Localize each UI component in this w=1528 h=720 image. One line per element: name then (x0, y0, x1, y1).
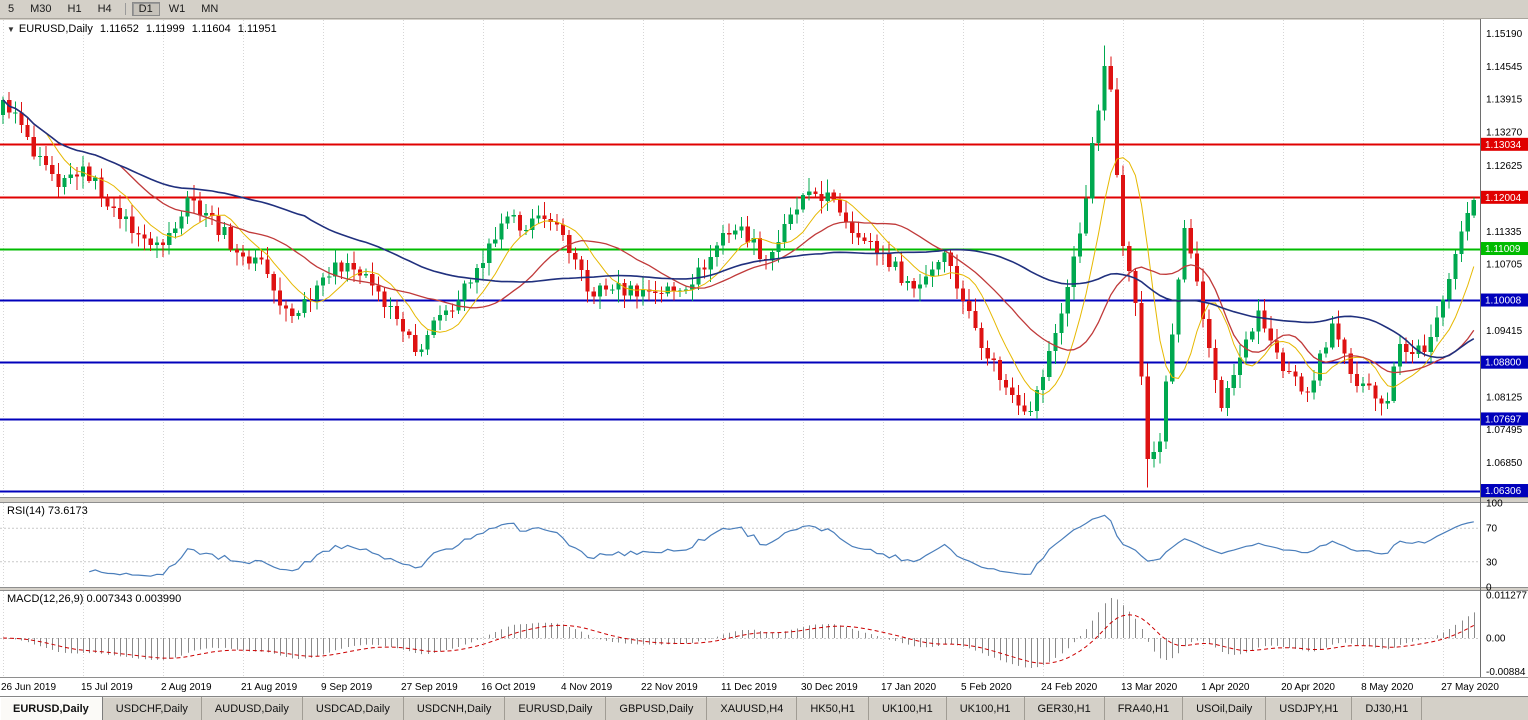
panel-backgrounds (0, 18, 1528, 697)
rsi-indicator-label: RSI(14) 73.6173 (7, 505, 88, 517)
svg-text:1.12625: 1.12625 (1486, 161, 1523, 172)
svg-text:1.10705: 1.10705 (1486, 260, 1523, 271)
date-label: 24 Feb 2020 (1041, 682, 1098, 693)
chart-tab-usdjpy-h1[interactable]: USDJPY,H1 (1266, 697, 1353, 720)
chart-tab-usoil-daily[interactable]: USOil,Daily (1183, 697, 1267, 720)
svg-text:0.011277: 0.011277 (1486, 591, 1527, 602)
date-label: 21 Aug 2019 (241, 682, 298, 693)
chart-tab-usdchf-daily[interactable]: USDCHF,Daily (103, 697, 202, 720)
rsi-layer (0, 514, 1480, 577)
date-label: 27 Sep 2019 (401, 682, 458, 693)
chart-tab-dj30-h1[interactable]: DJ30,H1 (1352, 697, 1423, 720)
ohlc-high-value: 1.11999 (145, 23, 185, 35)
date-label: 30 Dec 2019 (801, 682, 858, 693)
time-axis[interactable]: 26 Jun 2019 15 Jul 2019 2 Aug 2019 21 Aug 2… (1, 682, 1499, 693)
chart-tab-ger30-h1[interactable]: GER30,H1 (1025, 697, 1105, 720)
macd-layer (0, 598, 1480, 669)
chart-tabs-bar: EURUSD,Daily USDCHF,Daily AUDUSD,Daily USDC… (0, 696, 1528, 720)
date-label: 8 May 2020 (1361, 682, 1414, 693)
ohlc-close-value: 1.11951 (237, 23, 277, 35)
date-label: 26 Jun 2019 (1, 682, 56, 693)
horizontal-lines-layer[interactable] (0, 143, 1480, 493)
svg-text:1.13270: 1.13270 (1486, 128, 1523, 139)
date-label: 17 Jan 2020 (881, 682, 936, 693)
panel-separators (0, 18, 1528, 678)
svg-text:1.07495: 1.07495 (1486, 425, 1523, 436)
chart-canvas[interactable]: 1.15190 1.14545 1.13915 1.13270 1.12625 1.119… (0, 18, 1528, 697)
timeframe-button-mn[interactable]: MN (201, 3, 219, 15)
date-label: 9 Sep 2019 (321, 682, 373, 693)
svg-text:1.07697: 1.07697 (1485, 414, 1522, 425)
svg-text:1.06850: 1.06850 (1486, 458, 1523, 469)
chart-tab-eurusd-daily[interactable]: EURUSD,Daily (505, 697, 607, 720)
ohlc-low-value: 1.11604 (191, 23, 231, 35)
timeframe-button-d1[interactable]: D1 (131, 2, 160, 16)
svg-text:1.14545: 1.14545 (1486, 62, 1523, 73)
chart-tab-xauusd-h4[interactable]: XAUUSD,H4 (707, 697, 798, 720)
price-level-tag[interactable]: 1.07697 (1481, 412, 1528, 426)
date-label: 2 Aug 2019 (161, 682, 212, 693)
chart-tab-eurusd-daily[interactable]: EURUSD,Daily (0, 697, 103, 720)
price-level-tag[interactable]: 1.08800 (1481, 355, 1528, 369)
chart-symbol-label: EURUSD,Daily (18, 23, 93, 35)
chart-tab-uk100-h1[interactable]: UK100,H1 (869, 697, 947, 720)
timeframe-button-5[interactable]: 5 (8, 3, 15, 15)
svg-text:1.10008: 1.10008 (1485, 296, 1522, 307)
ohlc-open-value: 1.11652 (99, 23, 139, 35)
chart-tab-uk100-h1[interactable]: UK100,H1 (947, 697, 1025, 720)
price-level-tag[interactable]: 1.06306 (1481, 484, 1528, 498)
chart-tab-usdcnh-daily[interactable]: USDCNH,Daily (404, 697, 506, 720)
date-label: 11 Dec 2019 (721, 682, 777, 693)
toolbar-divider (124, 3, 126, 15)
svg-text:1.11335: 1.11335 (1486, 227, 1522, 238)
svg-text:70: 70 (1486, 524, 1498, 535)
candles-layer (0, 45, 1476, 488)
svg-text:1.13915: 1.13915 (1486, 94, 1523, 105)
svg-text:1.15190: 1.15190 (1486, 29, 1523, 40)
chart-tab-audusd-daily[interactable]: AUDUSD,Daily (202, 697, 303, 720)
timeframe-button-w1[interactable]: W1 (168, 3, 186, 15)
svg-text:1.09415: 1.09415 (1486, 326, 1523, 337)
timeframe-button-h1[interactable]: H1 (67, 3, 82, 15)
date-label: 20 Apr 2020 (1281, 682, 1335, 693)
macd-indicator-label: MACD(12,26,9) 0.007343 0.003990 (7, 593, 182, 605)
date-label: 5 Feb 2020 (961, 682, 1012, 693)
price-level-tag[interactable]: 1.12004 (1481, 190, 1528, 204)
date-label: 13 Mar 2020 (1121, 682, 1178, 693)
svg-text:1.12004: 1.12004 (1485, 193, 1522, 204)
svg-text:30: 30 (1486, 557, 1498, 568)
timeframe-button-h4[interactable]: H4 (97, 3, 112, 15)
chart-tab-hk50-h1[interactable]: HK50,H1 (797, 697, 869, 720)
moving-averages-layer (2, 99, 1475, 396)
svg-text:1.13034: 1.13034 (1485, 140, 1522, 151)
chart-title: ▼ EURUSD,Daily 1.11652 1.11999 1.11604 1.1195… (7, 23, 277, 35)
svg-text:0: 0 (1486, 583, 1492, 594)
price-level-tag[interactable]: 1.11009 (1481, 242, 1528, 256)
date-label: 27 May 2020 (1441, 682, 1499, 693)
date-label: 16 Oct 2019 (481, 682, 536, 693)
date-label: 15 Jul 2019 (81, 682, 133, 693)
svg-text:100: 100 (1486, 499, 1503, 510)
date-label: 1 Apr 2020 (1201, 682, 1250, 693)
svg-text:-0.00884: -0.00884 (1486, 667, 1526, 678)
chart-tab-gbpusd-daily[interactable]: GBPUSD,Daily (606, 697, 708, 720)
date-label: 4 Nov 2019 (561, 682, 613, 693)
timeframe-button-m30[interactable]: M30 (30, 3, 52, 15)
svg-text:1.08800: 1.08800 (1485, 358, 1522, 369)
price-level-tag[interactable]: 1.10008 (1481, 293, 1528, 307)
collapse-triangle-icon[interactable]: ▼ (7, 25, 15, 34)
svg-text:1.11009: 1.11009 (1485, 244, 1521, 255)
svg-text:1.06306: 1.06306 (1485, 486, 1522, 497)
timeframe-toolbar: 5 M30 H1 H4 D1 W1 MN (0, 0, 1528, 19)
price-axis[interactable]: 1.151901.145451.139151.132701.126251.119… (1481, 29, 1528, 678)
svg-text:0.00: 0.00 (1486, 634, 1506, 645)
chart-tab-fra40-h1[interactable]: FRA40,H1 (1105, 697, 1184, 720)
chart-tab-usdcad-daily[interactable]: USDCAD,Daily (303, 697, 404, 720)
date-label: 22 Nov 2019 (641, 682, 698, 693)
svg-text:1.08125: 1.08125 (1486, 392, 1523, 403)
price-level-tag[interactable]: 1.13034 (1481, 137, 1528, 151)
